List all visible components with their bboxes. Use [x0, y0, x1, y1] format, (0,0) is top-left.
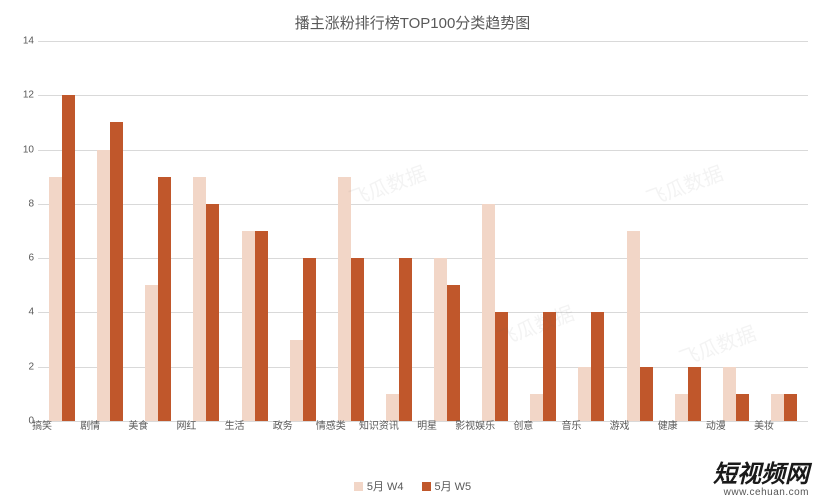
category-group: [182, 41, 230, 421]
bar-series-0: [434, 258, 447, 421]
bar-series-1: [303, 258, 316, 421]
chart-title: 播主涨粉排行榜TOP100分类趋势图: [20, 12, 805, 33]
category-group: [327, 41, 375, 421]
y-tick-label: 14: [23, 36, 34, 47]
x-axis: 搞笑剧情美食网红生活政务情感类知识资讯明星影视娱乐创意音乐游戏健康动漫美妆: [18, 417, 788, 432]
bar-series-0: [242, 231, 255, 421]
x-tick-label: 游戏: [596, 417, 644, 432]
x-tick-label: 明星: [403, 417, 451, 432]
x-tick-label: 影视娱乐: [451, 417, 499, 432]
x-tick-label: 动漫: [692, 417, 740, 432]
x-tick-label: 情感类: [307, 417, 355, 432]
bar-series-1: [688, 367, 701, 421]
y-axis: 02468101214: [20, 41, 38, 421]
bar-series-1: [110, 122, 123, 421]
category-group: [567, 41, 615, 421]
category-group: [471, 41, 519, 421]
y-tick-label: 8: [28, 198, 34, 209]
bar-series-1: [351, 258, 364, 421]
bar-series-0: [338, 177, 351, 421]
category-group: [664, 41, 712, 421]
bar-series-1: [543, 312, 556, 421]
x-tick-label: 政务: [259, 417, 307, 432]
category-group: [519, 41, 567, 421]
category-group: [231, 41, 279, 421]
bar-series-0: [97, 150, 110, 421]
bar-series-0: [578, 367, 591, 421]
category-group: [38, 41, 86, 421]
x-tick-label: 知识资讯: [355, 417, 403, 432]
bar-series-0: [193, 177, 206, 421]
bar-series-0: [290, 340, 303, 421]
x-tick-label: 剧情: [66, 417, 114, 432]
x-tick-label: 搞笑: [18, 417, 66, 432]
bar-series-0: [482, 204, 495, 421]
bar-series-0: [49, 177, 62, 421]
y-tick-label: 2: [28, 361, 34, 372]
bar-series-1: [640, 367, 653, 421]
category-group: [86, 41, 134, 421]
legend: 5月 W4 5月 W5: [0, 478, 825, 494]
x-tick-label: 网红: [162, 417, 210, 432]
legend-swatch: [354, 482, 363, 491]
category-group: [760, 41, 808, 421]
x-tick-label: 创意: [499, 417, 547, 432]
x-tick-label: 美食: [114, 417, 162, 432]
category-group: [712, 41, 760, 421]
x-tick-label: 健康: [644, 417, 692, 432]
bar-series-1: [206, 204, 219, 421]
plot-area: 02468101214: [38, 41, 808, 421]
category-group: [279, 41, 327, 421]
legend-label: 5月 W4: [367, 478, 404, 494]
y-tick-label: 6: [28, 253, 34, 264]
y-tick-label: 10: [23, 144, 34, 155]
x-tick-label: 生活: [211, 417, 259, 432]
bar-series-1: [495, 312, 508, 421]
legend-swatch: [422, 482, 431, 491]
x-tick-label: 美妆: [740, 417, 788, 432]
bar-series-1: [447, 285, 460, 421]
category-group: [616, 41, 664, 421]
bar-groups: [38, 41, 808, 421]
y-tick-label: 12: [23, 90, 34, 101]
bar-series-0: [145, 285, 158, 421]
x-tick-label: 音乐: [547, 417, 595, 432]
bar-series-1: [62, 95, 75, 421]
bar-series-1: [158, 177, 171, 421]
category-group: [134, 41, 182, 421]
bar-series-1: [399, 258, 412, 421]
bar-series-1: [591, 312, 604, 421]
category-group: [423, 41, 471, 421]
legend-item-1: 5月 W5: [422, 478, 472, 494]
legend-item-0: 5月 W4: [354, 478, 404, 494]
bar-series-0: [723, 367, 736, 421]
bar-series-0: [627, 231, 640, 421]
bar-series-1: [255, 231, 268, 421]
chart-container: 播主涨粉排行榜TOP100分类趋势图 02468101214 搞笑剧情美食网红生…: [0, 0, 825, 500]
y-tick-label: 4: [28, 307, 34, 318]
category-group: [375, 41, 423, 421]
legend-label: 5月 W5: [435, 478, 472, 494]
